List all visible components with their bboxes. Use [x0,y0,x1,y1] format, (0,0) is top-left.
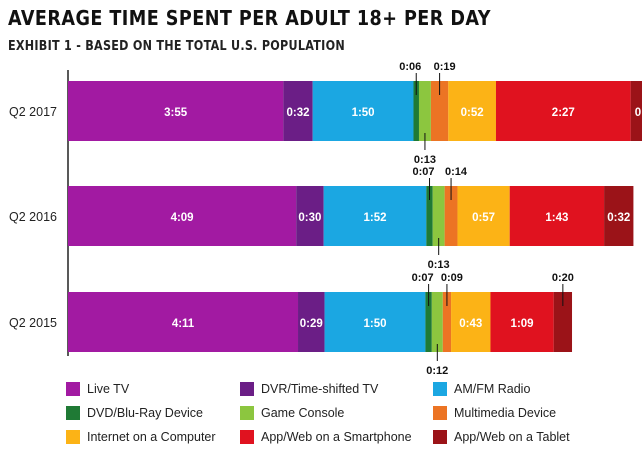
bar-segment-game-console [418,81,431,141]
data-label-callout: 0:07 [412,272,434,284]
data-label: 2:27 [552,107,575,119]
bar-segment-dvr-time-shifted-tv [298,292,325,352]
bar-segment-app-web-on-a-tablet [630,81,642,141]
data-label-callout: 0:09 [441,272,463,284]
data-label: 1:09 [511,318,534,330]
bar-segment-live-tv [68,81,284,141]
category-label: Q2 2016 [9,210,57,224]
bar-segment-multimedia-device [444,186,458,246]
data-label-callout: 0:14 [445,166,468,178]
data-label-callout: 0:13 [414,154,436,166]
data-label: 3:55 [164,107,188,119]
category-label: Q2 2015 [9,316,57,330]
data-label: 1:50 [363,318,386,330]
bar-segment-game-console [431,292,443,352]
bar-segment-internet-on-a-computer [448,81,496,141]
data-label: 4:11 [172,318,195,330]
data-label: 0:30 [298,212,321,224]
data-label: 4:09 [171,212,194,224]
bar-segment-multimedia-device [430,81,449,141]
bar-segment-am-fm-radio [323,186,427,246]
bar-segment-dvr-time-shifted-tv [283,81,313,141]
bar-segment-game-console [432,186,445,246]
bar-segment-dvr-time-shifted-tv [296,186,324,246]
bar-segment-dvd-blu-ray-device [426,186,433,246]
data-label: 0:52 [461,107,484,119]
bar-segment-live-tv [68,186,297,246]
bar-segment-internet-on-a-computer [457,186,510,246]
category-label: Q2 2017 [9,105,57,119]
bar-segment-app-web-on-a-tablet [604,186,634,246]
bar-segment-app-web-on-a-tablet [553,292,573,352]
bar-segment-app-web-on-a-smartphone [490,292,554,352]
bar-segment-am-fm-radio [312,81,414,141]
bar-segment-live-tv [68,292,299,352]
data-label: 0:32 [607,212,630,224]
bar-segment-multimedia-device [442,292,452,352]
data-label-callout: 0:13 [428,259,450,271]
bar-segment-internet-on-a-computer [451,292,491,352]
data-label-callout: 0:19 [434,61,456,73]
data-label: 0:57 [472,212,495,224]
data-label: 0:43 [459,318,482,330]
chart-subtitle: EXHIBIT 1 - BASED ON THE TOTAL U.S. POPU… [8,39,345,54]
data-label: 0:29 [300,318,323,330]
data-label-callout: 0:12 [426,365,448,377]
bar-segment-app-web-on-a-smartphone [509,186,605,246]
data-label-callout: 0:20 [552,272,574,284]
data-label: 0:34 [635,107,642,119]
bar-segment-am-fm-radio [324,292,426,352]
data-label: 1:43 [545,212,568,224]
data-label: 1:50 [352,107,375,119]
bar-segment-dvd-blu-ray-device [425,292,432,352]
chart-title: AVERAGE TIME SPENT PER ADULT 18+ PER DAY [8,6,491,30]
data-label: 1:52 [363,212,386,224]
data-label-callout: 0:07 [413,166,435,178]
data-label-callout: 0:06 [399,61,421,73]
bar-segment-app-web-on-a-smartphone [495,81,631,141]
bar-segment-dvd-blu-ray-device [413,81,419,141]
data-label: 0:32 [287,107,310,119]
